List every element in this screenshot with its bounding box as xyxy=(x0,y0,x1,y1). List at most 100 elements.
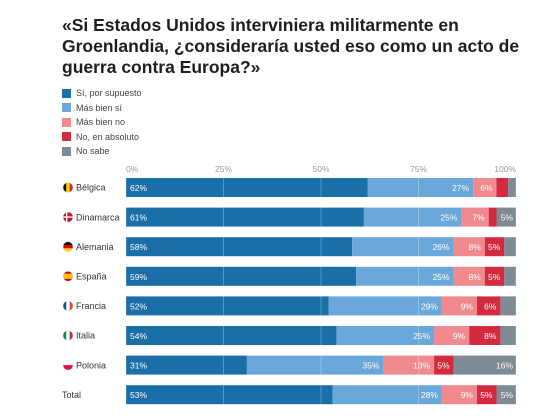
category-label: Dinamarca xyxy=(76,212,120,222)
data-label: 53% xyxy=(130,390,147,400)
chart-legend: Sí, por supuesto Más bien sí Más bien no… xyxy=(62,86,142,159)
data-label: 9% xyxy=(461,301,474,311)
data-label: 28% xyxy=(421,390,438,400)
bar-segment xyxy=(246,355,384,375)
belgium-flag-icon xyxy=(62,182,74,193)
data-label: 5% xyxy=(488,272,501,282)
bar-segment xyxy=(496,178,509,197)
bar-segment xyxy=(496,207,516,227)
bar-segment xyxy=(504,266,516,286)
bar-segment xyxy=(484,266,505,286)
data-label: 7% xyxy=(472,213,485,223)
data-label: 5% xyxy=(488,242,501,252)
category-label: Italia xyxy=(76,331,95,341)
bar-segment xyxy=(356,266,454,286)
x-tick-label: 75% xyxy=(410,164,427,174)
bar-segment xyxy=(126,207,364,227)
data-label: 8% xyxy=(469,272,482,282)
denmark-flag-icon xyxy=(62,211,74,223)
bar-segment xyxy=(488,207,497,227)
bar-segment xyxy=(477,296,501,316)
bar-segment xyxy=(383,355,435,375)
bar-segment xyxy=(477,385,497,405)
data-label: 35% xyxy=(362,361,379,371)
bar-segment xyxy=(500,296,516,316)
data-label: 25% xyxy=(433,272,450,282)
bar-segment xyxy=(352,237,454,257)
legend-item: No sabe xyxy=(62,144,142,159)
data-label: 8% xyxy=(484,331,497,341)
france-flag-icon xyxy=(62,300,74,312)
data-label: 5% xyxy=(437,361,450,371)
data-label: 25% xyxy=(440,213,457,223)
bar-segment xyxy=(126,385,333,405)
data-label: 8% xyxy=(469,242,482,252)
legend-label: No sabe xyxy=(76,146,110,157)
legend-item: No, en absoluto xyxy=(62,130,142,145)
bar-segment xyxy=(332,385,442,405)
data-label: 13% xyxy=(413,361,430,371)
bar-segment xyxy=(504,237,516,257)
bar-segment xyxy=(126,296,329,316)
legend-swatch xyxy=(62,88,71,98)
legend-swatch xyxy=(62,146,71,156)
bar-segment xyxy=(126,355,247,375)
legend-item: Más bien sí xyxy=(62,101,142,116)
legend-swatch xyxy=(62,103,71,113)
bar-segment xyxy=(126,326,337,345)
data-label: 16% xyxy=(496,361,513,371)
x-tick-label: 50% xyxy=(312,164,329,174)
legend-label: Sí, por supuesto xyxy=(76,88,142,99)
legend-swatch xyxy=(62,132,71,142)
data-label: 5% xyxy=(501,213,514,223)
bar-segment xyxy=(453,237,485,257)
bar-segment xyxy=(500,326,516,345)
bar-segment xyxy=(473,178,497,197)
legend-label: Más bien no xyxy=(76,117,126,128)
bar-segment xyxy=(126,266,357,286)
data-label: 6% xyxy=(484,301,497,311)
data-label: 6% xyxy=(480,183,493,193)
data-label: 9% xyxy=(453,331,466,341)
category-label: Francia xyxy=(76,301,106,311)
data-label: 25% xyxy=(413,331,430,341)
germany-flag-icon xyxy=(62,241,74,252)
legend-swatch xyxy=(62,117,71,127)
data-label: 61% xyxy=(130,213,147,223)
bar-segment xyxy=(441,385,477,405)
x-tick-label: 100% xyxy=(494,164,516,174)
data-label: 29% xyxy=(421,301,438,311)
poland-flag-icon xyxy=(62,359,74,371)
bar-segment xyxy=(126,178,368,197)
data-label: 26% xyxy=(433,242,450,252)
bar-segment xyxy=(367,178,474,197)
bar-segment xyxy=(453,355,516,375)
x-tick-label: 25% xyxy=(215,164,232,174)
bar-segment xyxy=(336,326,435,345)
bar-segment xyxy=(469,326,501,345)
category-label: Alemania xyxy=(76,242,114,252)
bar-segment xyxy=(461,207,489,227)
bar-segment xyxy=(434,355,454,375)
data-label: 52% xyxy=(130,301,147,311)
bar-segment xyxy=(363,207,462,227)
bar-segment xyxy=(126,237,353,257)
legend-item: Más bien no xyxy=(62,115,142,130)
data-label: 62% xyxy=(130,183,147,193)
data-label: 5% xyxy=(501,390,514,400)
category-label: Polonia xyxy=(76,360,106,370)
category-label: España xyxy=(76,272,107,282)
bar-segment xyxy=(453,266,485,286)
legend-item: Sí, por supuesto xyxy=(62,86,142,101)
data-label: 54% xyxy=(130,331,147,341)
bar-segment xyxy=(441,296,477,316)
data-label: 59% xyxy=(130,272,147,282)
bar-segment xyxy=(508,178,516,197)
data-label: 27% xyxy=(452,183,469,193)
data-label: 58% xyxy=(130,242,147,252)
category-label: Total xyxy=(62,390,81,400)
chart-title: «Si Estados Unidos interviniera militarm… xyxy=(62,15,520,77)
italy-flag-icon xyxy=(62,330,74,341)
x-tick-label: 0% xyxy=(126,164,139,174)
